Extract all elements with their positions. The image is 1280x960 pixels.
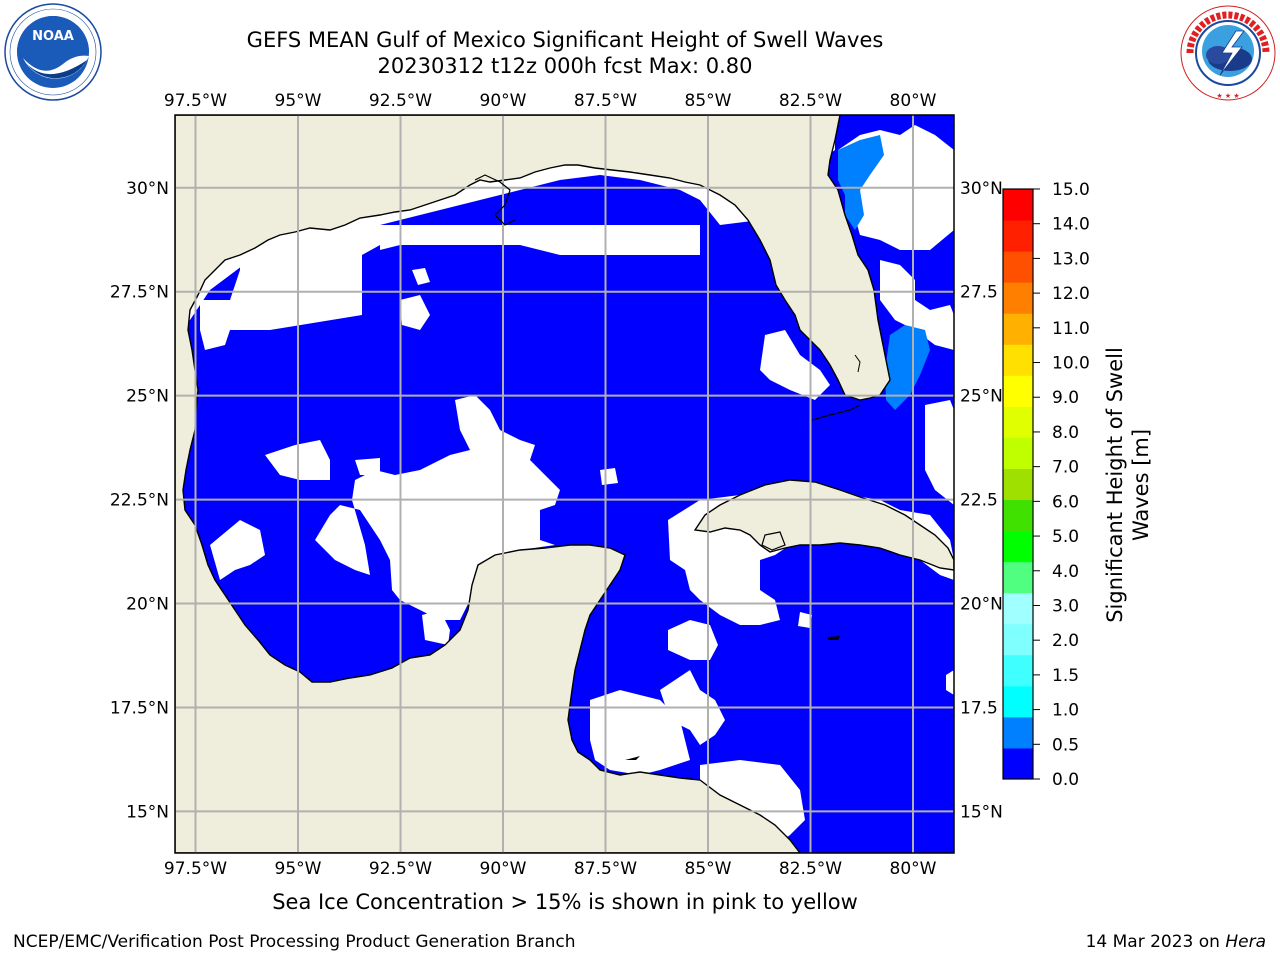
- colorbar-tick-label: 2.0: [1052, 631, 1079, 651]
- lat-label-left: 27.5°N: [110, 283, 169, 303]
- lon-label-bottom: 80°W: [890, 859, 937, 879]
- lat-label-right: 25°N: [960, 387, 1003, 407]
- colorbar-swatch: [1003, 375, 1033, 407]
- left-latitude-labels: 30°N 27.5°N 25°N 22.5°N 20°N 17.5°N 15°N: [110, 179, 169, 823]
- colorbar-tick-label: 14.0: [1052, 215, 1090, 235]
- lat-label-left: 25°N: [126, 387, 169, 407]
- colorbar-tick-label: 1.0: [1052, 701, 1079, 721]
- chart-subtitle: 20230312 t12z 000h fcst Max: 0.80: [377, 54, 753, 78]
- colorbar-swatch: [1003, 468, 1033, 501]
- lon-label-top: 82.5°W: [779, 91, 842, 111]
- colorbar-swatch: [1003, 220, 1033, 252]
- land-cuba: [693, 479, 954, 571]
- lon-label-top: 80°W: [890, 91, 937, 111]
- footer-credit: NCEP/EMC/Verification Post Processing Pr…: [13, 932, 576, 952]
- colorbar-tick-label: 0.5: [1052, 735, 1079, 755]
- colorbar-swatch: [1003, 747, 1033, 780]
- map-frame: [174, 114, 955, 854]
- gridlines: [175, 115, 954, 853]
- colorbar-label: Significant Height of Swell Waves [m]: [1103, 347, 1153, 623]
- lat-label-right: 27.5: [960, 283, 998, 303]
- colorbar-tick-label: 13.0: [1052, 249, 1090, 269]
- lon-label-top: 87.5°W: [574, 91, 637, 111]
- lon-label-top: 92.5°W: [369, 91, 432, 111]
- colorbar-tick-label: 12.0: [1052, 284, 1090, 304]
- colorbar-swatch: [1003, 282, 1033, 314]
- land-cayman: [828, 636, 840, 640]
- colorbar-swatch: [1003, 313, 1033, 345]
- lon-label-bottom: 90°W: [480, 859, 527, 879]
- noaa-logo: NOAA: [4, 3, 102, 101]
- lon-label-bottom: 87.5°W: [574, 859, 637, 879]
- lat-label-left: 30°N: [126, 179, 169, 199]
- chart-title: GEFS MEAN Gulf of Mexico Significant Hei…: [246, 28, 884, 52]
- lat-label-left: 15°N: [126, 802, 169, 822]
- colorbar-swatch: [1003, 437, 1033, 469]
- footer-date-text: 14 Mar 2023 on: [1085, 932, 1226, 952]
- noaa-logo-text: NOAA: [32, 29, 74, 44]
- colorbar-tick-label: 8.0: [1052, 423, 1079, 443]
- colorbar-swatch: [1003, 251, 1033, 283]
- lat-label-right: 15°N: [960, 802, 1003, 822]
- colorbar-tick-label: 1.5: [1052, 666, 1079, 686]
- lat-label-left: 17.5°N: [110, 698, 169, 718]
- colorbar-frame: [1002, 188, 1034, 780]
- lon-label-bottom: 92.5°W: [369, 859, 432, 879]
- colorbar-ticks: 15.0 14.0 13.0 12.0 11.0 10.0 9.0 8.0 7.0 6.0 5.0 4…: [1033, 180, 1090, 790]
- lon-label-top: 95°W: [275, 91, 322, 111]
- land-bay-islands: [625, 756, 640, 760]
- lon-label-top: 90°W: [480, 91, 527, 111]
- right-latitude-labels: 30°N 27.5 25°N 22.5 20°N 17.5 15°N: [960, 179, 1003, 823]
- lat-label-right: 22.5: [960, 491, 998, 511]
- colorbar-tick-label: 6.0: [1052, 492, 1079, 512]
- colorbar-swatch: [1003, 685, 1033, 718]
- lon-label-bottom: 97.5°W: [164, 859, 227, 879]
- lat-label-left: 20°N: [126, 595, 169, 615]
- colorbar-swatch: [1003, 530, 1033, 563]
- colorbar-label-line1: Significant Height of Swell: [1103, 347, 1127, 623]
- colorbar-swatch: [1003, 654, 1033, 687]
- lon-label-bottom: 82.5°W: [779, 859, 842, 879]
- colorbar-swatch: [1003, 592, 1033, 625]
- colorbar-tick-label: 10.0: [1052, 354, 1090, 374]
- sea-ice-note: Sea Ice Concentration > 15% is shown in …: [272, 890, 858, 914]
- colorbar-label-line2: Waves [m]: [1129, 429, 1153, 541]
- colorbar: [1003, 189, 1033, 780]
- land-mainland: [175, 115, 891, 853]
- colorbar-tick-label: 15.0: [1052, 180, 1090, 200]
- lon-label-top: 85°W: [685, 91, 732, 111]
- lat-label-left: 22.5°N: [110, 491, 169, 511]
- colorbar-tick-label: 9.0: [1052, 388, 1079, 408]
- colorbar-swatch: [1003, 406, 1033, 438]
- lon-label-bottom: 85°W: [685, 859, 732, 879]
- colorbar-tick-label: 5.0: [1052, 527, 1079, 547]
- colorbar-tick-label: 11.0: [1052, 319, 1090, 339]
- colorbar-swatch: [1003, 623, 1033, 656]
- colorbar-swatch: [1003, 499, 1033, 532]
- bottom-longitude-labels: 97.5°W 95°W 92.5°W 90°W 87.5°W 85°W 82.5°W 80°W: [164, 859, 937, 879]
- land-keys: [811, 404, 861, 421]
- colorbar-swatch: [1003, 716, 1033, 749]
- lat-label-right: 20°N: [960, 595, 1003, 615]
- lat-label-right: 30°N: [960, 179, 1003, 199]
- lon-label-bottom: 95°W: [275, 859, 322, 879]
- colorbar-tick-label: 0.0: [1052, 770, 1079, 790]
- top-longitude-labels: 97.5°W 95°W 92.5°W 90°W 87.5°W 85°W 82.5°W 80°W: [164, 91, 937, 111]
- lon-label-top: 97.5°W: [164, 91, 227, 111]
- map-area: [175, 115, 954, 853]
- footer-date: 14 Mar 2023 on Hera: [1086, 932, 1266, 952]
- nws-logo: ★ ★ ★: [1180, 5, 1276, 101]
- colorbar-swatch: [1003, 189, 1033, 221]
- land-isla-juventud: [761, 531, 786, 551]
- svg-text:★ ★ ★: ★ ★ ★: [1216, 92, 1239, 100]
- colorbar-swatch: [1003, 344, 1033, 376]
- colorbar-tick-label: 7.0: [1052, 458, 1079, 478]
- footer-host: Hera: [1225, 932, 1266, 952]
- lat-label-right: 17.5: [960, 698, 998, 718]
- colorbar-swatch: [1003, 561, 1033, 594]
- colorbar-tick-label: 4.0: [1052, 562, 1079, 582]
- colorbar-tick-label: 3.0: [1052, 596, 1079, 616]
